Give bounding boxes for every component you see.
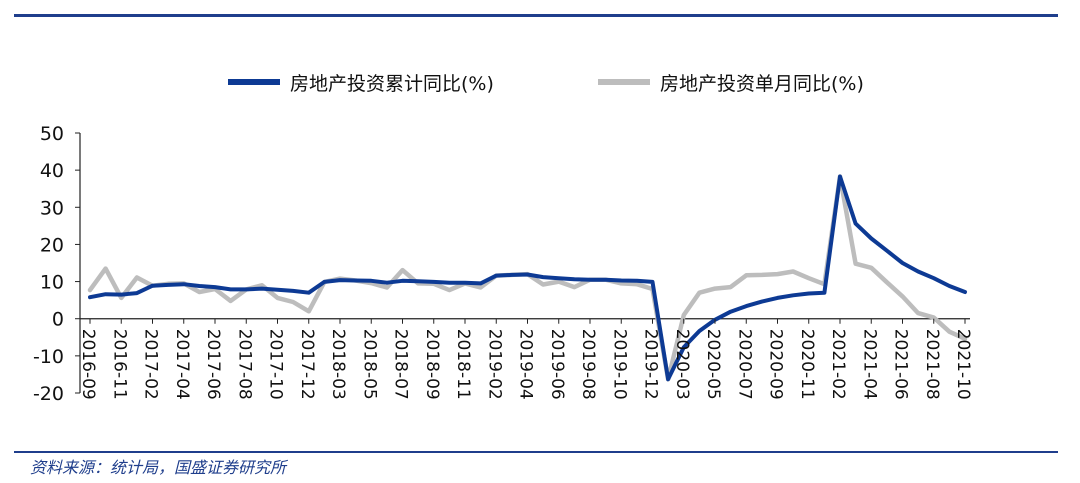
x-tick-label: 2020-03	[672, 329, 692, 400]
y-tick-label: 30	[40, 197, 64, 219]
x-tick-label: 2019-04	[516, 329, 536, 400]
legend-swatch-monthly	[598, 79, 650, 85]
legend-item-monthly: 房地产投资单月同比(%)	[598, 62, 864, 102]
x-tick-label: 2019-12	[641, 329, 661, 400]
x-tick-label: 2018-05	[359, 329, 379, 400]
x-tick-label: 2017-10	[266, 329, 286, 400]
x-tick-label: 2021-08	[922, 329, 942, 400]
source-note: 资料来源：统计局，国盛证券研究所	[30, 458, 287, 477]
x-tick-label: 2017-02	[141, 329, 161, 400]
x-tick-label: 2020-11	[797, 329, 817, 400]
series-line-cumulative	[88, 174, 967, 382]
x-tick-label: 2019-08	[578, 329, 598, 400]
x-tick-label: 2020-09	[766, 329, 786, 400]
top-rule	[14, 14, 1058, 17]
x-tick-label: 2021-02	[828, 329, 848, 400]
x-tick-label: 2017-08	[234, 329, 254, 400]
y-tick-label: 40	[40, 160, 64, 182]
x-tick-label: 2016-11	[109, 329, 129, 400]
x-tick-label: 2018-03	[328, 329, 348, 400]
legend-label-monthly: 房地产投资单月同比(%)	[660, 72, 864, 95]
y-tick-label: -10	[33, 346, 64, 368]
y-tick-label: 20	[40, 234, 64, 256]
x-tick-label: 2017-04	[172, 329, 192, 400]
x-tick-label: 2020-07	[734, 329, 754, 400]
legend-item-cumulative: 房地产投资累计同比(%)	[228, 62, 494, 102]
y-tick-label: 10	[40, 272, 64, 294]
x-tick-label: 2021-06	[891, 329, 911, 400]
x-tick-label: 2018-11	[453, 329, 473, 400]
x-tick-label: 2019-10	[609, 329, 629, 400]
x-tick-label: 2017-06	[203, 329, 223, 400]
y-tick-label: -20	[33, 383, 64, 405]
x-tick-label: 2021-10	[953, 329, 973, 400]
x-tick-label: 2017-12	[297, 329, 317, 400]
y-tick-label: 50	[40, 123, 64, 145]
bottom-rule	[14, 451, 1058, 453]
y-tick-label: 0	[52, 309, 64, 331]
legend-label-cumulative: 房地产投资累计同比(%)	[290, 72, 494, 95]
x-tick-label: 2018-07	[391, 329, 411, 400]
x-tick-label: 2019-02	[484, 329, 504, 400]
x-tick-label: 2019-06	[547, 329, 567, 400]
legend-swatch-cumulative	[228, 79, 280, 85]
x-tick-label: 2018-09	[422, 329, 442, 400]
legend: 房地产投资累计同比(%) 房地产投资单月同比(%)	[0, 62, 1080, 102]
x-tick-label: 2021-04	[859, 329, 879, 400]
x-tick-label: 2020-05	[703, 329, 723, 400]
x-tick-label: 2016-09	[78, 329, 98, 400]
